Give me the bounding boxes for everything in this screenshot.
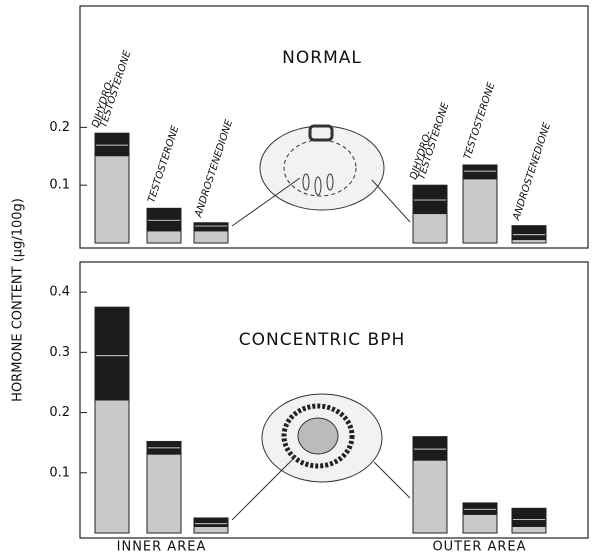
bar-segment [413, 214, 447, 243]
bar-segment [512, 225, 546, 235]
y-tick-label: 0.2 [49, 120, 70, 135]
bar-segment [512, 234, 546, 241]
area-label: OUTER AREA [432, 540, 526, 555]
bar-outline [146, 440, 182, 534]
bar-outline [511, 507, 547, 534]
panel-title: CONCENTRIC BPH [239, 330, 405, 350]
bar-segment [95, 156, 129, 243]
bar-segment [194, 517, 228, 524]
bar-outline [94, 132, 130, 244]
y-tick-label: 0.3 [49, 345, 70, 360]
bar-segment [413, 185, 447, 200]
bar-segment [194, 231, 228, 243]
bar-outline [146, 207, 182, 244]
bar-segment [463, 514, 497, 533]
bar-segment [463, 179, 497, 243]
bar-segment [95, 400, 129, 533]
bar-segment [463, 508, 497, 515]
y-tick-label: 0.2 [49, 405, 70, 420]
bar-segment [147, 208, 181, 220]
bar-segment [147, 441, 181, 448]
prostate-bph [231, 393, 411, 521]
bar-segment [413, 436, 447, 449]
bar-segment [413, 448, 447, 461]
bar-segment [413, 199, 447, 215]
bar-segment [95, 307, 129, 356]
bar-segment [463, 164, 497, 171]
y-axis-label: HORMONE CONTENT (µg/100g) [11, 198, 26, 402]
bar-segment [512, 240, 546, 243]
bar-segment [147, 447, 181, 455]
bar-segment [413, 460, 447, 533]
bar-segment [95, 355, 129, 401]
bar-segment [463, 170, 497, 180]
bar-segment [512, 526, 546, 533]
bar-segment [147, 219, 181, 232]
area-label: INNER AREA [117, 540, 207, 555]
bar-segment [147, 454, 181, 533]
bar-outline [412, 184, 448, 244]
y-tick-label: 0.1 [49, 465, 70, 480]
bar-segment [194, 526, 228, 533]
bar-segment [95, 133, 129, 145]
bar-segment [95, 144, 129, 157]
panel-frame [79, 261, 589, 539]
bar-outline [94, 306, 130, 534]
y-tick-label: 0.4 [49, 285, 70, 300]
bar-outline [193, 222, 229, 244]
bar-segment [463, 502, 497, 509]
y-tick-label: 0.1 [49, 178, 70, 193]
bar-segment [147, 231, 181, 243]
bar-outline [412, 436, 448, 534]
bar-segment [194, 222, 228, 226]
bar-outline [462, 164, 498, 244]
prostate-normal [231, 124, 411, 227]
bar-outline [193, 517, 229, 534]
bar-outline [511, 225, 547, 244]
panel-title: NORMAL [282, 48, 362, 68]
bar-outline [462, 502, 498, 534]
bar-segment [512, 508, 546, 520]
bar-segment [194, 523, 228, 527]
bar-segment [512, 519, 546, 527]
bar-segment [194, 225, 228, 232]
